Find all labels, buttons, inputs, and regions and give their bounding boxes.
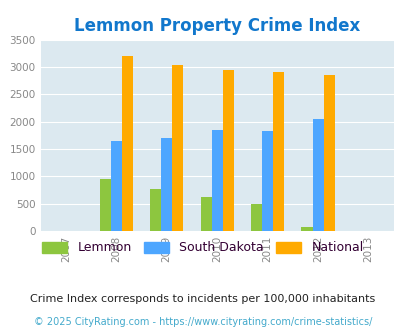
Bar	[323, 75, 334, 231]
Bar	[111, 141, 122, 231]
Bar	[262, 131, 273, 231]
Bar	[200, 197, 211, 231]
Bar	[222, 70, 233, 231]
Bar	[312, 119, 323, 231]
Bar	[122, 56, 132, 231]
Bar	[161, 138, 172, 231]
Bar	[273, 72, 283, 231]
Bar	[250, 204, 262, 231]
Bar	[150, 189, 161, 231]
Bar	[301, 227, 312, 231]
Bar	[99, 179, 111, 231]
Text: © 2025 CityRating.com - https://www.cityrating.com/crime-statistics/: © 2025 CityRating.com - https://www.city…	[34, 317, 371, 327]
Bar	[211, 130, 222, 231]
Bar	[172, 65, 183, 231]
Title: Lemmon Property Crime Index: Lemmon Property Crime Index	[74, 17, 360, 35]
Text: Crime Index corresponds to incidents per 100,000 inhabitants: Crime Index corresponds to incidents per…	[30, 294, 375, 304]
Legend: Lemmon, South Dakota, National: Lemmon, South Dakota, National	[37, 236, 368, 259]
